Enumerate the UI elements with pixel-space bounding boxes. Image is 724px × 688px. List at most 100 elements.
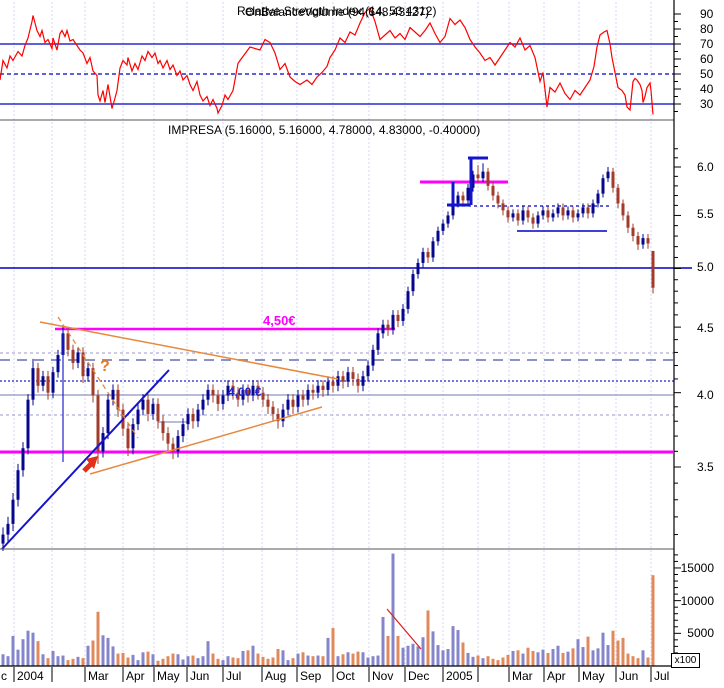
volume-bar (241, 650, 245, 666)
volume-bar (581, 647, 585, 666)
volume-bar (46, 658, 50, 666)
candle-body (246, 389, 250, 396)
volume-bar (201, 656, 205, 666)
volume-bar (71, 658, 75, 666)
candle-body (261, 392, 265, 400)
volume-bar (301, 652, 305, 666)
candle-body (431, 241, 435, 258)
candle-body (566, 210, 570, 216)
candle-body (451, 203, 455, 216)
volume-bar (571, 648, 575, 666)
rsi-axis-label: 80 (700, 22, 714, 36)
volume-bar (96, 611, 100, 666)
candle-body (391, 314, 395, 330)
candle-body (236, 392, 240, 400)
volume-bar (56, 656, 60, 666)
candle-body (426, 252, 430, 258)
candle-body (601, 178, 605, 194)
volume-bar (611, 630, 615, 666)
volume-axis-label: 15000 (680, 561, 714, 575)
candle-body (41, 376, 45, 386)
volume-bar (16, 649, 20, 666)
volume-bar (331, 628, 335, 666)
candle-body (531, 217, 535, 224)
volume-bar (566, 651, 570, 666)
volume-bar (116, 653, 120, 666)
volume-bar (471, 656, 475, 666)
volume-bar (311, 656, 315, 666)
volume-bar (511, 650, 515, 666)
candle-body (231, 385, 235, 393)
volume-bar (156, 660, 160, 666)
candle-body (291, 399, 295, 407)
candle-body (206, 389, 210, 400)
candle-body (511, 213, 515, 218)
volume-bar (211, 653, 215, 666)
volume-bar (431, 631, 435, 666)
candle-body (346, 372, 350, 382)
volume-bar (461, 642, 465, 666)
date-axis-label: Apr (126, 669, 145, 683)
volume-bar (406, 645, 410, 666)
volume-bar (221, 660, 225, 666)
volume-bar (646, 657, 650, 666)
rsi-axis-label: 60 (700, 52, 714, 66)
volume-bar (526, 647, 530, 666)
candle-body (1, 534, 5, 544)
volume-bar (256, 653, 260, 666)
volume-bar (166, 656, 170, 666)
volume-bar (596, 648, 600, 666)
volume-bar (91, 640, 95, 666)
candle-body (216, 395, 220, 404)
volume-bar (366, 657, 370, 666)
volume-bar (141, 652, 145, 666)
candle-body (396, 314, 400, 321)
candle-body (201, 399, 205, 410)
candle-body (21, 448, 25, 471)
volume-bar (11, 635, 15, 666)
candle-body (496, 195, 500, 204)
candle-body (11, 499, 15, 524)
orange-triangle-bottom (89, 406, 323, 475)
rsi-line (0, 6, 654, 115)
date-axis-label: Jun (190, 669, 210, 683)
candle-body (71, 349, 75, 363)
volume-axis-label: 10000 (680, 594, 714, 608)
candle-body (311, 389, 315, 393)
candle-body (266, 399, 270, 407)
volume-bar (321, 656, 325, 666)
candle-body (626, 215, 630, 228)
volume-bar (191, 655, 195, 666)
candle-body (441, 223, 445, 231)
candle-body (81, 352, 85, 377)
candle-body (336, 376, 340, 386)
volume-bar (436, 645, 440, 666)
candle-body (116, 389, 120, 410)
volume-bar (286, 660, 290, 666)
volume-bar (76, 656, 80, 666)
candle-body (36, 368, 40, 386)
candle-body (91, 368, 95, 396)
candle-body (506, 210, 510, 218)
rsi-axis-label: 40 (700, 82, 714, 96)
date-axis-label: Sep (300, 669, 322, 683)
candle-body (321, 385, 325, 390)
candle-body (466, 187, 470, 201)
volume-bar (651, 575, 655, 666)
candle-body (301, 395, 305, 400)
candle-body (421, 252, 425, 263)
candle-body (86, 368, 90, 377)
volume-bar (561, 652, 565, 666)
candle-body (326, 381, 330, 390)
volume-bar (621, 637, 625, 666)
candle-body (6, 523, 10, 535)
candle-body (651, 250, 655, 288)
orange-fan-dashed (57, 316, 139, 439)
rsi-axis-label: 30 (700, 97, 714, 111)
candle-body (156, 403, 160, 422)
volume-bar (36, 641, 40, 666)
candle-body (356, 378, 360, 386)
orange-triangle-top (39, 321, 339, 380)
